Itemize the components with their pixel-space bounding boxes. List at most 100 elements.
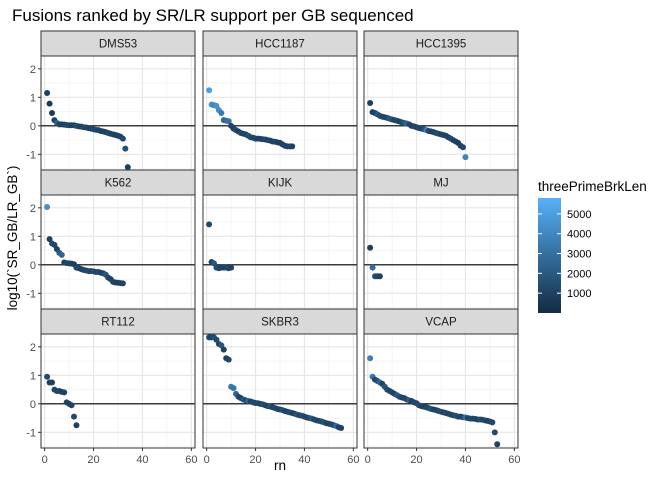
data-point [124,164,131,171]
data-point [206,87,213,94]
data-point [46,100,53,107]
y-tick-label: -1 [26,427,36,439]
facet-panels: DMS53 -1 0 1 2 HCC1187 HCC1395 K562 -1 0 1 2 KIJK MJ R… [26,30,520,466]
data-point [44,203,51,210]
x-tick-label: 0 [204,454,210,466]
facet-strip-label: SKBR3 [261,317,299,329]
legend-tick-label: 2000 [567,268,591,280]
facet-strip [363,169,519,196]
facet-strip-label: K562 [105,178,132,190]
legend-tick-label: 3000 [567,249,591,261]
data-point [58,251,65,258]
y-tick-label: -1 [26,288,36,300]
data-point [61,389,68,396]
x-tick-label: 0 [42,454,48,466]
data-point [218,110,225,116]
facet-strip-label: VCAP [425,317,457,329]
data-point [225,356,232,363]
facet-panel: HCC1395 [363,30,519,171]
data-point [494,441,501,448]
legend-tick-label: 4000 [567,229,591,241]
data-point [119,135,126,142]
legend-colorbar [538,198,561,313]
y-tick-label: 1 [30,370,36,382]
facet-strip-label: DMS53 [99,39,137,51]
data-point [71,413,77,420]
facet-strip [363,308,519,335]
data-point [206,221,213,228]
y-tick-label: 0 [30,121,36,133]
data-point [68,402,75,409]
legend-tick-label: 1000 [567,288,591,300]
facet-panel: K562 -1 0 1 2 [26,169,196,310]
color-legend: threePrimeBrkLen 1000 2000 3000 4000 5000 [538,179,647,313]
facet-strip [363,30,519,57]
chart-title: Fusions ranked by SR/LR support per GB s… [12,6,414,25]
x-tick-label: 20 [87,454,99,466]
y-tick-label: 0 [30,260,36,272]
x-tick-label: 40 [459,454,471,466]
y-tick-label: 1 [30,231,36,243]
facet-panel: MJ [363,169,519,310]
data-point [119,280,126,287]
y-axis-title: log10(`SR_GB/LR_GB`) [5,166,20,311]
data-point [225,118,232,125]
y-tick-label: 2 [30,342,36,354]
data-point [460,144,466,151]
data-point [228,264,235,271]
facet-strip [202,308,358,335]
data-point [338,425,345,432]
facet-strip-label: HCC1395 [416,39,467,51]
x-tick-label: 20 [410,454,422,466]
data-point [369,264,376,271]
facet-panel: KIJK [202,169,358,310]
data-point [489,419,496,426]
y-tick-label: -1 [26,149,36,161]
x-tick-label: 60 [185,454,197,466]
x-axis-title: rn [274,458,286,473]
y-tick-label: 1 [30,92,36,104]
data-point [73,422,80,429]
legend-title: threePrimeBrkLen [538,179,647,194]
data-point [220,346,227,353]
facet-panel: DMS53 -1 0 1 2 [26,30,196,171]
facet-strip-label: HCC1187 [255,39,305,51]
data-point [289,143,296,150]
data-point [122,145,129,152]
facet-panel: HCC1187 [202,30,358,171]
panel-border [202,333,358,449]
x-tick-label: 20 [249,454,261,466]
facet-strip [40,169,196,196]
facet-strip [202,30,358,57]
data-point [367,244,374,251]
facet-panel: VCAP 0 20 40 60 [363,308,520,466]
facet-strip [40,30,196,57]
data-point [230,385,237,392]
x-tick-label: 0 [365,454,371,466]
x-tick-label: 60 [508,454,520,466]
y-tick-label: 2 [30,203,36,215]
legend-ticks: 1000 2000 3000 4000 5000 [538,209,591,300]
data-point [367,100,374,107]
y-tick-label: 0 [30,399,36,411]
data-point [376,273,383,280]
facet-strip-label: MJ [433,178,448,190]
facet-strip [202,169,358,196]
data-point [44,90,51,97]
data-point [367,355,374,362]
data-point [49,379,55,386]
facet-panel: SKBR3 0 20 40 60 [202,308,359,466]
panel-border [40,333,196,449]
x-tick-label: 40 [136,454,148,466]
facet-strip-label: KIJK [268,178,293,190]
y-tick-label: 2 [30,64,36,76]
x-tick-label: 60 [347,454,359,466]
legend-tick-label: 5000 [567,209,591,221]
data-point [44,373,51,380]
x-tick-label: 40 [298,454,310,466]
facet-strip-label: RT112 [101,317,134,329]
data-point [462,154,469,161]
data-point [491,429,498,436]
